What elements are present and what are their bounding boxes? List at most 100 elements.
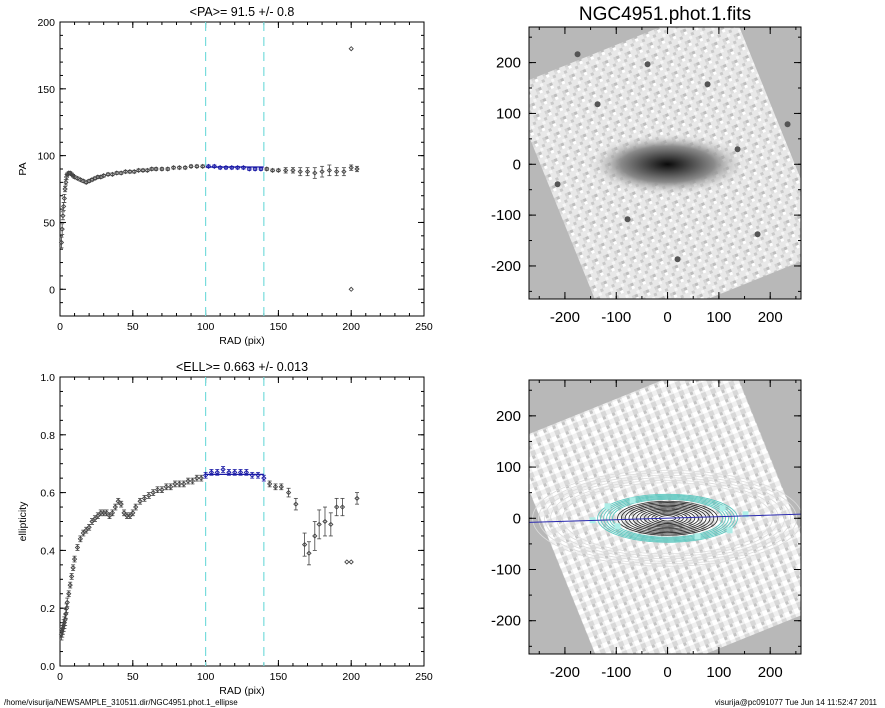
ell-data-point xyxy=(141,495,148,502)
pa-data-point xyxy=(319,169,325,175)
image1-star xyxy=(644,61,651,68)
ell-data-point xyxy=(146,492,152,499)
image1-star xyxy=(734,146,741,153)
pa-data-point xyxy=(290,167,296,173)
ell-y-tick-label: 0.2 xyxy=(40,603,55,615)
ell-data-point xyxy=(272,484,279,490)
ell-data-point xyxy=(194,475,200,481)
pa-data-point xyxy=(122,169,129,175)
ell-data-point xyxy=(112,504,118,510)
image1-x-tick-label: -200 xyxy=(550,309,580,326)
ell-data-point xyxy=(86,524,92,530)
image2-outer-isophote xyxy=(544,474,791,562)
pa-data-point xyxy=(304,169,311,175)
pa-data-point xyxy=(105,171,111,177)
image2-inner-isophote xyxy=(639,508,696,528)
image1-star xyxy=(704,81,711,88)
ell-data-point xyxy=(71,556,78,562)
pa-data-point xyxy=(348,286,354,292)
pa-data-point xyxy=(109,171,116,177)
pa-data-point xyxy=(71,174,78,180)
image1-star xyxy=(754,231,761,238)
image2-mask-pixel xyxy=(719,505,726,512)
ell-data-point xyxy=(83,527,89,533)
image1-title: NGC4951.phot.1.fits xyxy=(579,4,751,25)
pa-data-point xyxy=(63,179,69,186)
ell-y-tick-label: 1.0 xyxy=(40,372,55,384)
ell-x-tick-label: 150 xyxy=(270,671,288,683)
pa-data-point xyxy=(58,239,65,246)
image1-y-tick-label: -200 xyxy=(491,258,521,275)
image2-field-of-view xyxy=(529,380,801,654)
ell-data-point xyxy=(176,481,183,487)
image1-star xyxy=(624,216,631,223)
pa-data-point xyxy=(140,167,146,173)
pa-y-tick-label: 150 xyxy=(37,84,55,96)
ell-data-point xyxy=(66,591,72,597)
ell-x-axis-label: RAD (pix) xyxy=(219,685,265,697)
pa-data-point xyxy=(275,167,282,173)
image2-inner-isophote xyxy=(647,511,688,526)
pa-data-point xyxy=(159,166,165,172)
image1-y-tick-label: 0 xyxy=(513,156,521,173)
image2-fit-isophote xyxy=(597,493,739,543)
pa-data-point xyxy=(170,165,177,171)
image2-y-tick-label: 100 xyxy=(496,459,521,476)
ell-x-tick-label: 0 xyxy=(57,671,63,683)
image2-inner-isophote xyxy=(628,504,707,532)
ell-data-point xyxy=(328,521,334,528)
ell-plot-frame xyxy=(59,376,425,667)
ell-data-point xyxy=(69,573,75,580)
ell-data-point xyxy=(220,466,226,473)
image1-x-tick-label: 0 xyxy=(663,309,671,326)
image2-x-tick-label: 100 xyxy=(706,664,731,681)
pa-y-tick-label: 0 xyxy=(49,284,55,296)
ell-data-point xyxy=(103,510,110,516)
image2-mask-pixel xyxy=(604,503,611,510)
image1-star xyxy=(674,256,681,263)
pa-data-point xyxy=(144,167,150,173)
ell-data-point xyxy=(77,536,84,542)
pa-y-tick-label: 200 xyxy=(37,17,55,29)
image2-inner-isophote xyxy=(632,506,703,531)
image2-image-content xyxy=(529,380,801,654)
pa-x-tick-label: 200 xyxy=(342,321,360,333)
pa-x-tick-label: 100 xyxy=(197,321,215,333)
ell-data-point xyxy=(63,605,70,611)
image1-y-tick-label: 100 xyxy=(496,105,521,122)
image2-inner-isophote xyxy=(624,503,711,534)
pa-x-tick-label: 0 xyxy=(57,321,63,333)
image2-inner-isophote xyxy=(620,502,715,535)
ell-data-point xyxy=(137,498,143,504)
image2-mask-pixel xyxy=(694,533,701,540)
pa-data-point xyxy=(149,166,155,172)
ell-data-point xyxy=(150,489,156,496)
ell-data-point xyxy=(334,504,340,510)
ell-data-point xyxy=(339,504,346,510)
ell-data-point xyxy=(118,501,124,507)
ell-data-point xyxy=(172,481,178,487)
pa-data-point xyxy=(283,167,289,173)
image1-star xyxy=(554,181,561,188)
image2-outer-isophote xyxy=(550,477,785,560)
ell-plot: <ELL>= 0.663 +/- 0.013 RAD (pix) elliptici… xyxy=(17,360,433,697)
image2-x-tick-label: 0 xyxy=(663,664,671,681)
pa-x-axis-label: RAD (pix) xyxy=(219,335,265,347)
pa-data-point xyxy=(60,213,66,219)
pa-data-point xyxy=(348,165,354,171)
image2-fit-isophote xyxy=(603,495,733,541)
ell-data-point xyxy=(63,611,69,617)
pa-data-point xyxy=(61,195,68,202)
image1-star xyxy=(784,121,791,128)
ell-data-point xyxy=(92,515,98,522)
pa-data-point xyxy=(80,178,86,184)
ell-data-point xyxy=(74,544,81,551)
image1-star xyxy=(594,101,601,108)
pa-data-point xyxy=(101,173,107,179)
ell-data-point xyxy=(354,495,360,502)
pa-data-point xyxy=(348,46,354,52)
ell-data-point xyxy=(267,481,273,487)
ell-x-tick-label: 200 xyxy=(342,671,360,683)
ell-plot-title: <ELL>= 0.663 +/- 0.013 xyxy=(176,360,308,374)
